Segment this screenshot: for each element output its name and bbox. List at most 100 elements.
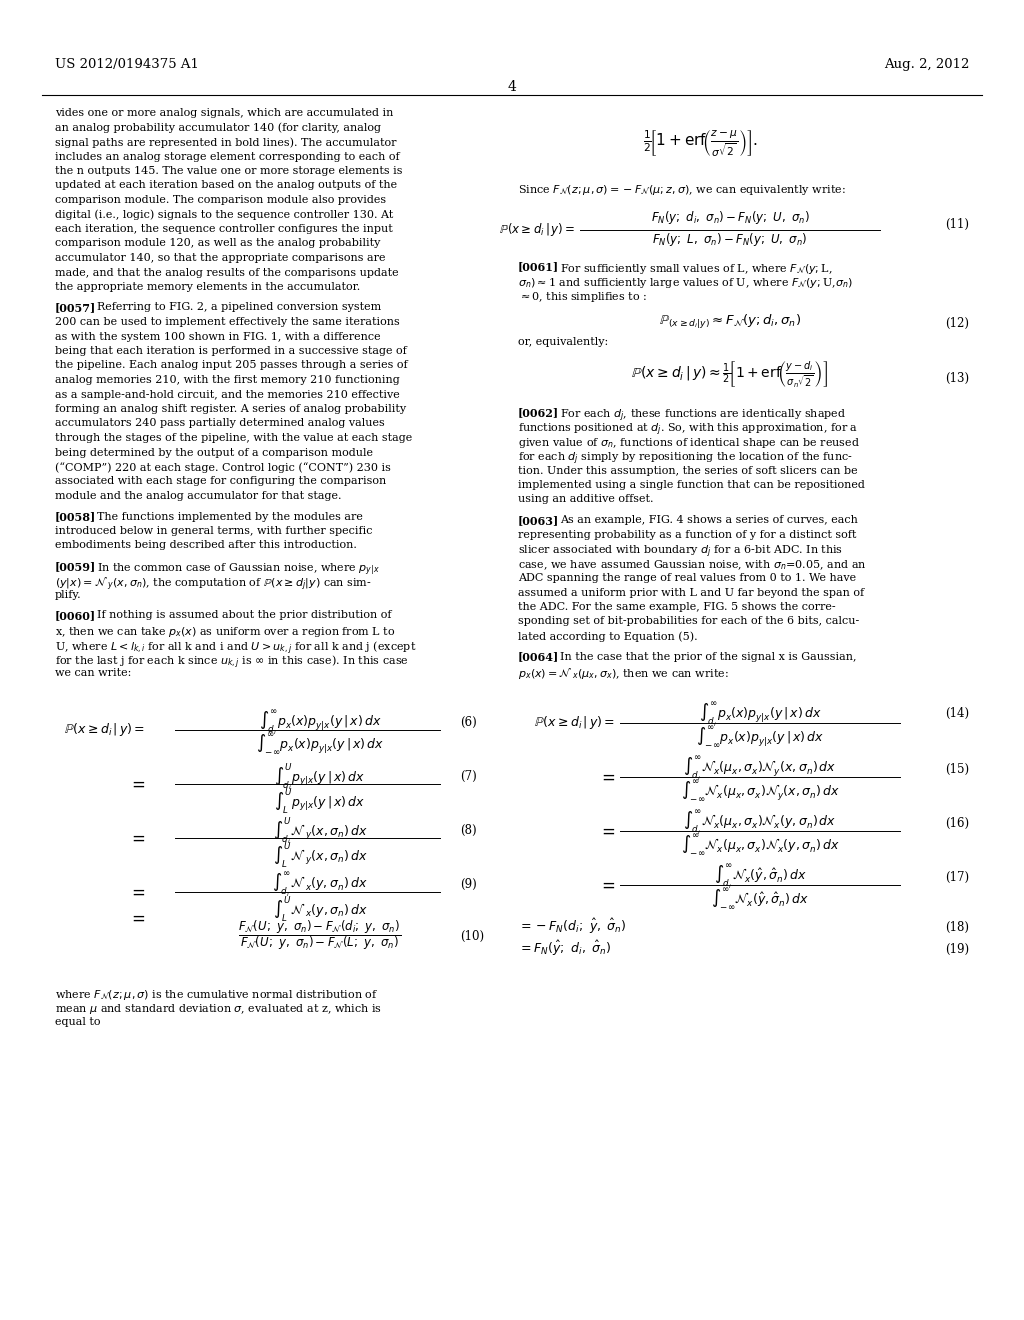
- Text: $=$: $=$: [598, 875, 615, 894]
- Text: (15): (15): [945, 763, 969, 776]
- Text: introduced below in general terms, with further specific: introduced below in general terms, with …: [55, 525, 373, 536]
- Text: (14): (14): [945, 706, 969, 719]
- Text: $F_N(y;\ d_i,\ \sigma_n)-F_N(y;\ U,\ \sigma_n)$: $F_N(y;\ d_i,\ \sigma_n)-F_N(y;\ U,\ \si…: [650, 210, 809, 227]
- Text: Aug. 2, 2012: Aug. 2, 2012: [884, 58, 969, 71]
- Text: $=$: $=$: [128, 775, 145, 793]
- Text: $F_N(y;\ L,\ \sigma_n)-F_N(y;\ U,\ \sigma_n)$: $F_N(y;\ L,\ \sigma_n)-F_N(y;\ U,\ \sigm…: [652, 231, 808, 248]
- Text: the n outputs 145. The value one or more storage elements is: the n outputs 145. The value one or more…: [55, 166, 402, 176]
- Text: $\mathbb{P}(x\geq d_i\,|\,y) =$: $\mathbb{P}(x\geq d_i\,|\,y) =$: [534, 714, 615, 731]
- Text: Since $F_{\mathcal{N}}(z;\mu,\sigma)=-F_{\mathcal{N}}(\mu;z,\sigma)$, we can equ: Since $F_{\mathcal{N}}(z;\mu,\sigma)=-F_…: [518, 183, 846, 197]
- Text: $\mathbb{P}(x\geq d_i\,|\,y) =$: $\mathbb{P}(x\geq d_i\,|\,y) =$: [499, 220, 575, 238]
- Text: (19): (19): [945, 942, 969, 956]
- Text: implemented using a single function that can be repositioned: implemented using a single function that…: [518, 480, 865, 490]
- Text: (“COMP”) 220 at each stage. Control logic (“CONT”) 230 is: (“COMP”) 220 at each stage. Control logi…: [55, 462, 391, 473]
- Text: $\int_{L}^{U} p_{y|x}(y\,|\,x)\,dx$: $\int_{L}^{U} p_{y|x}(y\,|\,x)\,dx$: [274, 785, 366, 816]
- Text: $= F_N(\hat{y};\ d_i,\ \hat{\sigma}_n)$: $= F_N(\hat{y};\ d_i,\ \hat{\sigma}_n)$: [518, 939, 611, 957]
- Text: $=$: $=$: [598, 821, 615, 840]
- Text: (18): (18): [945, 920, 969, 933]
- Text: Referring to FIG. 2, a pipelined conversion system: Referring to FIG. 2, a pipelined convers…: [97, 302, 381, 313]
- Text: $\int_{d_i}^{U} p_{y|x}(y\,|\,x)\,dx$: $\int_{d_i}^{U} p_{y|x}(y\,|\,x)\,dx$: [274, 762, 366, 793]
- Text: $=$: $=$: [128, 829, 145, 847]
- Text: (13): (13): [945, 371, 969, 384]
- Text: [0061]: [0061]: [518, 261, 559, 272]
- Text: vides one or more analog signals, which are accumulated in: vides one or more analog signals, which …: [55, 108, 393, 117]
- Text: an analog probability accumulator 140 (for clarity, analog: an analog probability accumulator 140 (f…: [55, 123, 381, 133]
- Text: comparison module 120, as well as the analog probability: comparison module 120, as well as the an…: [55, 239, 380, 248]
- Text: embodiments being described after this introduction.: embodiments being described after this i…: [55, 540, 357, 550]
- Text: $\int_{d_i}^{U} \mathcal{N}_{\ y}(x,\sigma_n)\,dx$: $\int_{d_i}^{U} \mathcal{N}_{\ y}(x,\sig…: [272, 816, 368, 847]
- Text: 200 can be used to implement effectively the same iterations: 200 can be used to implement effectively…: [55, 317, 399, 327]
- Text: made, and that the analog results of the comparisons update: made, and that the analog results of the…: [55, 268, 398, 277]
- Text: As an example, FIG. 4 shows a series of curves, each: As an example, FIG. 4 shows a series of …: [560, 515, 858, 525]
- Text: $\mathbb{P}(x\geq d_i\,|\,y)\approx\frac{1}{2}\!\left[1+\mathrm{erf}\!\left(\fra: $\mathbb{P}(x\geq d_i\,|\,y)\approx\frac…: [632, 359, 828, 391]
- Text: $\approx$0, this simplifies to :: $\approx$0, this simplifies to :: [518, 290, 647, 305]
- Text: (12): (12): [945, 317, 969, 330]
- Text: If nothing is assumed about the prior distribution of: If nothing is assumed about the prior di…: [97, 610, 391, 620]
- Text: as with the system 100 shown in FIG. 1, with a difference: as with the system 100 shown in FIG. 1, …: [55, 331, 381, 342]
- Text: using an additive offset.: using an additive offset.: [518, 495, 653, 504]
- Text: 4: 4: [508, 81, 516, 94]
- Text: each iteration, the sequence controller configures the input: each iteration, the sequence controller …: [55, 224, 393, 234]
- Text: associated with each stage for configuring the comparison: associated with each stage for configuri…: [55, 477, 386, 487]
- Text: In the case that the prior of the signal x is Gaussian,: In the case that the prior of the signal…: [560, 652, 856, 661]
- Text: accumulators 240 pass partially determined analog values: accumulators 240 pass partially determin…: [55, 418, 385, 429]
- Text: [0060]: [0060]: [55, 610, 96, 622]
- Text: module and the analog accumulator for that stage.: module and the analog accumulator for th…: [55, 491, 341, 502]
- Text: equal to: equal to: [55, 1016, 100, 1027]
- Text: (16): (16): [945, 817, 969, 829]
- Text: $\int_{d_i}^{\infty} \mathcal{N}_{\ x}(y,\sigma_n)\,dx$: $\int_{d_i}^{\infty} \mathcal{N}_{\ x}(y…: [272, 870, 368, 899]
- Text: the appropriate memory elements in the accumulator.: the appropriate memory elements in the a…: [55, 282, 360, 292]
- Text: forming an analog shift register. A series of analog probability: forming an analog shift register. A seri…: [55, 404, 407, 414]
- Text: $=$: $=$: [128, 909, 145, 927]
- Text: we can write:: we can write:: [55, 668, 131, 678]
- Text: $\int_{d_i}^{\infty} p_x(x)p_{y|x}(y\,|\,x)\,dx$: $\int_{d_i}^{\infty} p_x(x)p_{y|x}(y\,|\…: [259, 708, 381, 737]
- Text: $\int_{d_i}^{\infty} \mathcal{N}_{x}(\mu_x,\sigma_x)\mathcal{N}_{x}(y,\sigma_n)\: $\int_{d_i}^{\infty} \mathcal{N}_{x}(\mu…: [683, 808, 837, 837]
- Text: $\dfrac{F_{\mathcal{N}}(U;\ y,\ \sigma_n)-F_{\mathcal{N}}(d_i;\ y,\ \sigma_n)}{F: $\dfrac{F_{\mathcal{N}}(U;\ y,\ \sigma_n…: [239, 917, 401, 952]
- Text: [0063]: [0063]: [518, 515, 559, 525]
- Text: (7): (7): [460, 770, 477, 783]
- Text: $\int_{-\infty}^{\infty} \mathcal{N}_{x}(\mu_x,\sigma_x)\mathcal{N}_{y}(x,\sigma: $\int_{-\infty}^{\infty} \mathcal{N}_{x}…: [681, 779, 840, 804]
- Text: sponding set of bit-probabilities for each of the 6 bits, calcu-: sponding set of bit-probabilities for ea…: [518, 616, 859, 627]
- Text: U, where $L<l_{k,i}$ for all k and i and $U>u_{k,j}$ for all k and j (except: U, where $L<l_{k,i}$ for all k and i and…: [55, 639, 417, 657]
- Text: $=$: $=$: [598, 767, 615, 785]
- Text: $(y|x)=\mathcal{N}_{\ y}(x,\sigma_n)$, the computation of $\mathbb{P}(x\geq d_j|: $(y|x)=\mathcal{N}_{\ y}(x,\sigma_n)$, t…: [55, 576, 372, 593]
- Text: being determined by the output of a comparison module: being determined by the output of a comp…: [55, 447, 373, 458]
- Text: for each $d_j$ simply by repositioning the location of the func-: for each $d_j$ simply by repositioning t…: [518, 451, 853, 467]
- Text: mean $\mu$ and standard deviation $\sigma$, evaluated at z, which is: mean $\mu$ and standard deviation $\sigm…: [55, 1002, 382, 1016]
- Text: (6): (6): [460, 715, 477, 729]
- Text: $\int_{d_i}^{\infty} \mathcal{N}_{x}(\hat{y},\hat{\sigma}_n)\,dx$: $\int_{d_i}^{\infty} \mathcal{N}_{x}(\ha…: [714, 862, 806, 891]
- Text: for the last j for each k since $u_{k,j}$ is $\infty$ in this case). In this cas: for the last j for each k since $u_{k,j}…: [55, 653, 409, 672]
- Text: being that each iteration is performed in a successive stage of: being that each iteration is performed i…: [55, 346, 407, 356]
- Text: The functions implemented by the modules are: The functions implemented by the modules…: [97, 511, 362, 521]
- Text: the pipeline. Each analog input 205 passes through a series of: the pipeline. Each analog input 205 pass…: [55, 360, 408, 371]
- Text: assumed a uniform prior with L and U far beyond the span of: assumed a uniform prior with L and U far…: [518, 587, 864, 598]
- Text: (11): (11): [945, 218, 969, 231]
- Text: [0058]: [0058]: [55, 511, 96, 523]
- Text: functions positioned at $d_j$. So, with this approximation, for a: functions positioned at $d_j$. So, with …: [518, 422, 858, 438]
- Text: as a sample-and-hold circuit, and the memories 210 effective: as a sample-and-hold circuit, and the me…: [55, 389, 399, 400]
- Text: $\int_{-\infty}^{\infty} p_x(x)p_{y|x}(y\,|\,x)\,dx$: $\int_{-\infty}^{\infty} p_x(x)p_{y|x}(y…: [696, 725, 824, 750]
- Text: where $F_{\mathcal{N}}(z;\mu,\sigma)$ is the cumulative normal distribution of: where $F_{\mathcal{N}}(z;\mu,\sigma)$ is…: [55, 987, 379, 1002]
- Text: x, then we can take $p_x(x)$ as uniform over a region from L to: x, then we can take $p_x(x)$ as uniform …: [55, 624, 395, 639]
- Text: tion. Under this assumption, the series of soft slicers can be: tion. Under this assumption, the series …: [518, 466, 858, 475]
- Text: (10): (10): [460, 931, 484, 942]
- Text: [0059]: [0059]: [55, 561, 96, 572]
- Text: $\int_{-\infty}^{\infty} \mathcal{N}_{x}(\mu_x,\sigma_x)\mathcal{N}_{x}(y,\sigma: $\int_{-\infty}^{\infty} \mathcal{N}_{x}…: [681, 833, 840, 858]
- Text: US 2012/0194375 A1: US 2012/0194375 A1: [55, 58, 199, 71]
- Text: through the stages of the pipeline, with the value at each stage: through the stages of the pipeline, with…: [55, 433, 413, 444]
- Text: $\mathbb{P}(x\geq d_i\,|\,y) =$: $\mathbb{P}(x\geq d_i\,|\,y) =$: [63, 722, 145, 738]
- Text: [0062]: [0062]: [518, 408, 559, 418]
- Text: analog memories 210, with the first memory 210 functioning: analog memories 210, with the first memo…: [55, 375, 399, 385]
- Text: includes an analog storage element corresponding to each of: includes an analog storage element corre…: [55, 152, 399, 161]
- Text: $\frac{1}{2}\!\left[1+\mathrm{erf}\!\left(\frac{z-\mu}{\sigma\sqrt{2}}\right)\ri: $\frac{1}{2}\!\left[1+\mathrm{erf}\!\lef…: [642, 128, 758, 158]
- Text: For each $d_j$, these functions are identically shaped: For each $d_j$, these functions are iden…: [560, 408, 846, 424]
- Text: slicer associated with boundary $d_j$ for a 6-bit ADC. In this: slicer associated with boundary $d_j$ fo…: [518, 544, 843, 561]
- Text: plify.: plify.: [55, 590, 82, 601]
- Text: $\int_{d_i}^{\infty} p_x(x)p_{y|x}(y\,|\,x)\,dx$: $\int_{d_i}^{\infty} p_x(x)p_{y|x}(y\,|\…: [698, 701, 821, 729]
- Text: updated at each iteration based on the analog outputs of the: updated at each iteration based on the a…: [55, 181, 397, 190]
- Text: $= -F_N(d_i;\ \hat{y},\ \hat{\sigma}_n)$: $= -F_N(d_i;\ \hat{y},\ \hat{\sigma}_n)$: [518, 916, 627, 936]
- Text: $\int_{L}^{U} \mathcal{N}_{\ x}(y,\sigma_n)\,dx$: $\int_{L}^{U} \mathcal{N}_{\ x}(y,\sigma…: [272, 894, 368, 924]
- Text: $\int_{-\infty}^{\infty} \mathcal{N}_{x}(\hat{y},\hat{\sigma}_n)\,dx$: $\int_{-\infty}^{\infty} \mathcal{N}_{x}…: [711, 887, 809, 912]
- Text: the ADC. For the same example, FIG. 5 shows the corre-: the ADC. For the same example, FIG. 5 sh…: [518, 602, 836, 612]
- Text: [0057]: [0057]: [55, 302, 96, 314]
